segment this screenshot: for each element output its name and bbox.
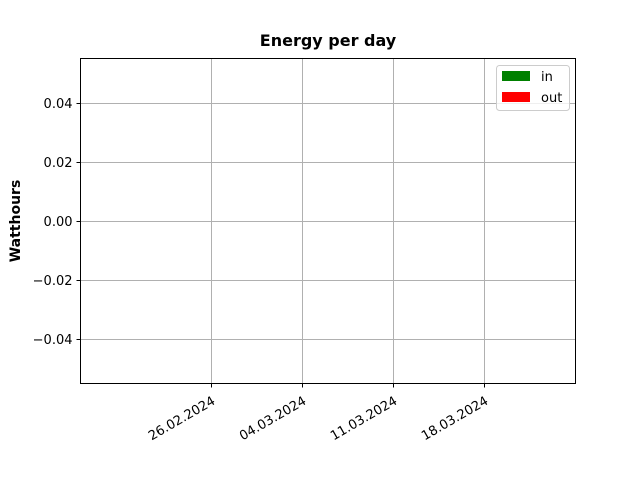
y-axis-label: Watthours: [8, 180, 24, 263]
y-tick-label: 0.02: [44, 156, 73, 171]
legend: in out: [496, 65, 570, 111]
plot-frame: [80, 58, 576, 384]
chart-title: Energy per day: [260, 31, 397, 50]
y-tick-label: 0.04: [44, 97, 73, 112]
legend-label-out: out: [541, 91, 562, 106]
y-tick-label: 0.00: [44, 215, 73, 230]
legend-label-in: in: [541, 70, 553, 85]
y-tick-label: −0.04: [33, 333, 73, 348]
legend-swatch-out: [502, 92, 530, 102]
grid-lines: [80, 58, 576, 384]
y-tick-label: −0.02: [33, 274, 73, 289]
legend-swatch-in: [502, 71, 530, 81]
